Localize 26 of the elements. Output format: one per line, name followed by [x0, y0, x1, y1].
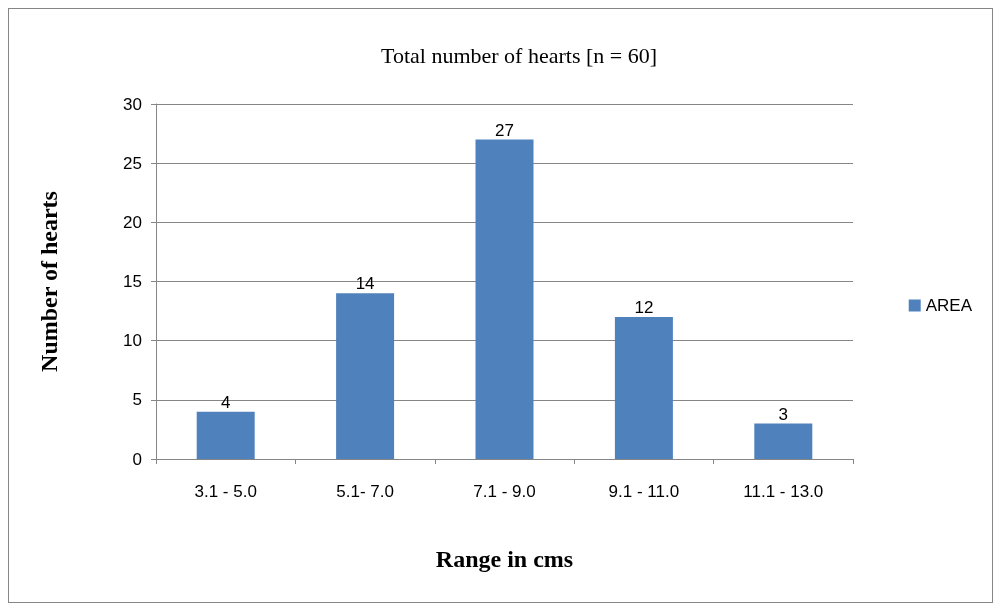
bar	[336, 293, 395, 459]
y-axis-title: Number of hearts	[36, 191, 62, 372]
data-label: 3	[778, 404, 789, 424]
bar	[614, 317, 673, 459]
x-tick-label: 5.1- 7.0	[336, 482, 394, 501]
data-label: 4	[220, 392, 231, 412]
data-label: 12	[634, 298, 654, 317]
x-axis-title: Range in cms	[435, 546, 574, 572]
legend-label: AREA	[925, 296, 973, 315]
y-tick-label: 30	[123, 94, 142, 114]
y-tick-label: 10	[123, 331, 142, 351]
y-tick-label: 20	[123, 212, 142, 232]
bar	[475, 139, 534, 459]
chart-title: Total number of hearts [n = 60]	[380, 42, 658, 68]
bar	[196, 411, 255, 459]
x-tick-label: 11.1 - 13.0	[743, 482, 824, 501]
y-tick-label: 15	[123, 272, 142, 291]
y-tick-label: 0	[132, 449, 142, 469]
data-label: 27	[495, 120, 514, 140]
x-tick-label: 9.1 - 11.0	[608, 482, 680, 501]
data-label: 14	[355, 274, 375, 294]
x-tick-label: 7.1 - 9.0	[473, 482, 536, 501]
y-tick-label: 5	[132, 390, 142, 410]
bar	[754, 423, 813, 459]
y-tick-label: 25	[123, 153, 142, 173]
x-tick-label: 3.1 - 5.0	[194, 482, 257, 501]
